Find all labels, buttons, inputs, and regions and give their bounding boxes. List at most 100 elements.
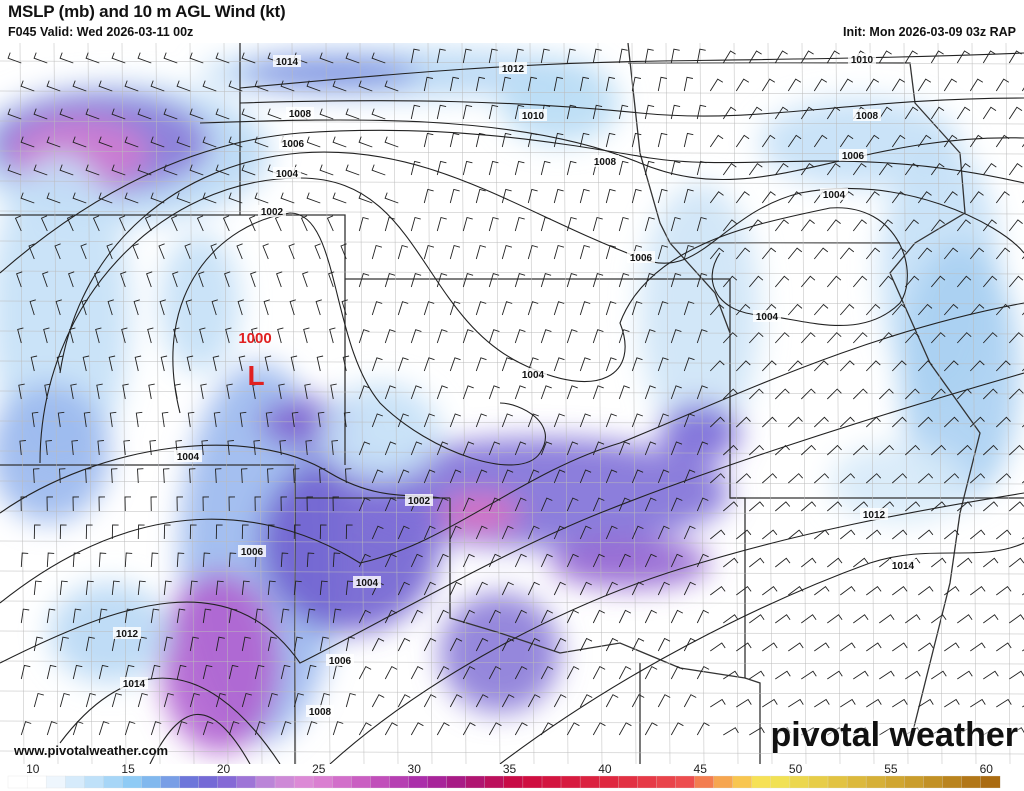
wind-barb [826,501,843,512]
wind-barb [800,162,815,176]
wind-barb [96,383,103,400]
wind-barb [865,134,880,148]
wind-barb [800,388,816,400]
colorbar-swatch [885,775,905,789]
county-line [0,660,1024,665]
colorbar-swatch [389,775,410,789]
colorbar-swatch [446,775,467,789]
wind-barb [996,585,1012,596]
wind-barb [800,332,816,344]
wind-barb [267,468,274,484]
wind-barb [995,416,1011,428]
wind-barb [774,106,789,120]
wind-barb [384,329,396,344]
wind-barb [254,721,266,736]
wind-barb [7,52,22,64]
wind-barb [852,275,868,288]
wind-barb [579,469,592,484]
wind-barb [631,525,644,540]
wind-barb [762,698,778,708]
wind-barb [449,132,460,148]
wind-barb [814,642,830,652]
wind-barb [748,50,762,64]
wind-barb [774,162,789,176]
state-border [628,62,981,744]
wind-barb [762,585,778,596]
wind-barb [200,383,207,400]
wind-barb [918,698,934,708]
wind-barb [904,162,919,176]
wind-barb [251,327,258,344]
website-url[interactable]: www.pivotalweather.com [14,743,169,758]
wind-barb [111,52,126,64]
isobar [39,177,908,464]
wind-barb [696,329,708,344]
wind-barb [840,642,856,652]
wind-barb [982,219,997,232]
isobar-label: 1014 [892,561,915,572]
isobar-label: 1012 [116,629,139,640]
wind-barb [29,299,36,316]
colorbar-swatch [541,775,562,789]
wind-barb [72,136,87,148]
wind-barb [826,50,840,64]
wind-barb [462,160,473,176]
wind-barb [33,108,48,120]
colorbar-swatch [904,775,925,789]
wind-barb [736,529,752,540]
wind-barb [787,303,803,316]
wind-barb [358,192,373,204]
colorbar-swatch [255,775,276,789]
wind-barb [592,216,603,232]
colorbar-swatch [503,775,524,789]
wind-barb [176,80,191,92]
wind-barb [72,192,87,204]
wind-barb [905,670,921,680]
wind-barb [814,698,830,708]
wind-barb [202,608,212,624]
colorbar-swatch [980,775,1001,789]
wind-barb [566,497,579,512]
wind-fill-area [900,243,1020,503]
wind-barb [956,106,971,120]
wind-barb [71,440,78,456]
wind-barb [170,215,178,232]
wind-barb [33,468,40,484]
wind-barb [449,469,462,484]
wind-barb [319,524,327,540]
wind-barb [527,581,540,596]
county-line [223,43,229,764]
wind-barb [202,552,211,568]
wind-barb [969,191,984,204]
wind-barb [540,722,554,736]
wind-barb [995,191,1010,204]
wind-barb [839,473,856,484]
wind-barb [670,216,681,232]
wind-barb [657,637,671,652]
wind-barb [957,727,973,736]
wind-barb [644,329,656,344]
wind-barb [423,413,435,428]
wind-barb [709,247,725,260]
wind-barb [449,525,462,540]
wind-barb [839,416,855,428]
wind-barb [345,468,352,484]
isobar-label: 1010 [851,55,874,66]
wind-barb [956,444,972,456]
wind-barb [618,329,630,344]
wind-barb [540,273,552,288]
wind-barb [410,104,421,120]
wind-barb [201,440,208,456]
wind-barb [553,581,566,596]
colorbar-swatch [7,775,28,789]
wind-barb [241,636,251,652]
wind-barb [696,497,709,512]
wind-barb [475,469,488,484]
wind-barb [46,608,56,624]
wind-barb [176,552,185,568]
isobar [149,542,1024,764]
wind-barb [263,299,270,316]
wind-barb [137,692,148,708]
wind-barb [735,416,751,428]
wind-barb [748,106,763,120]
